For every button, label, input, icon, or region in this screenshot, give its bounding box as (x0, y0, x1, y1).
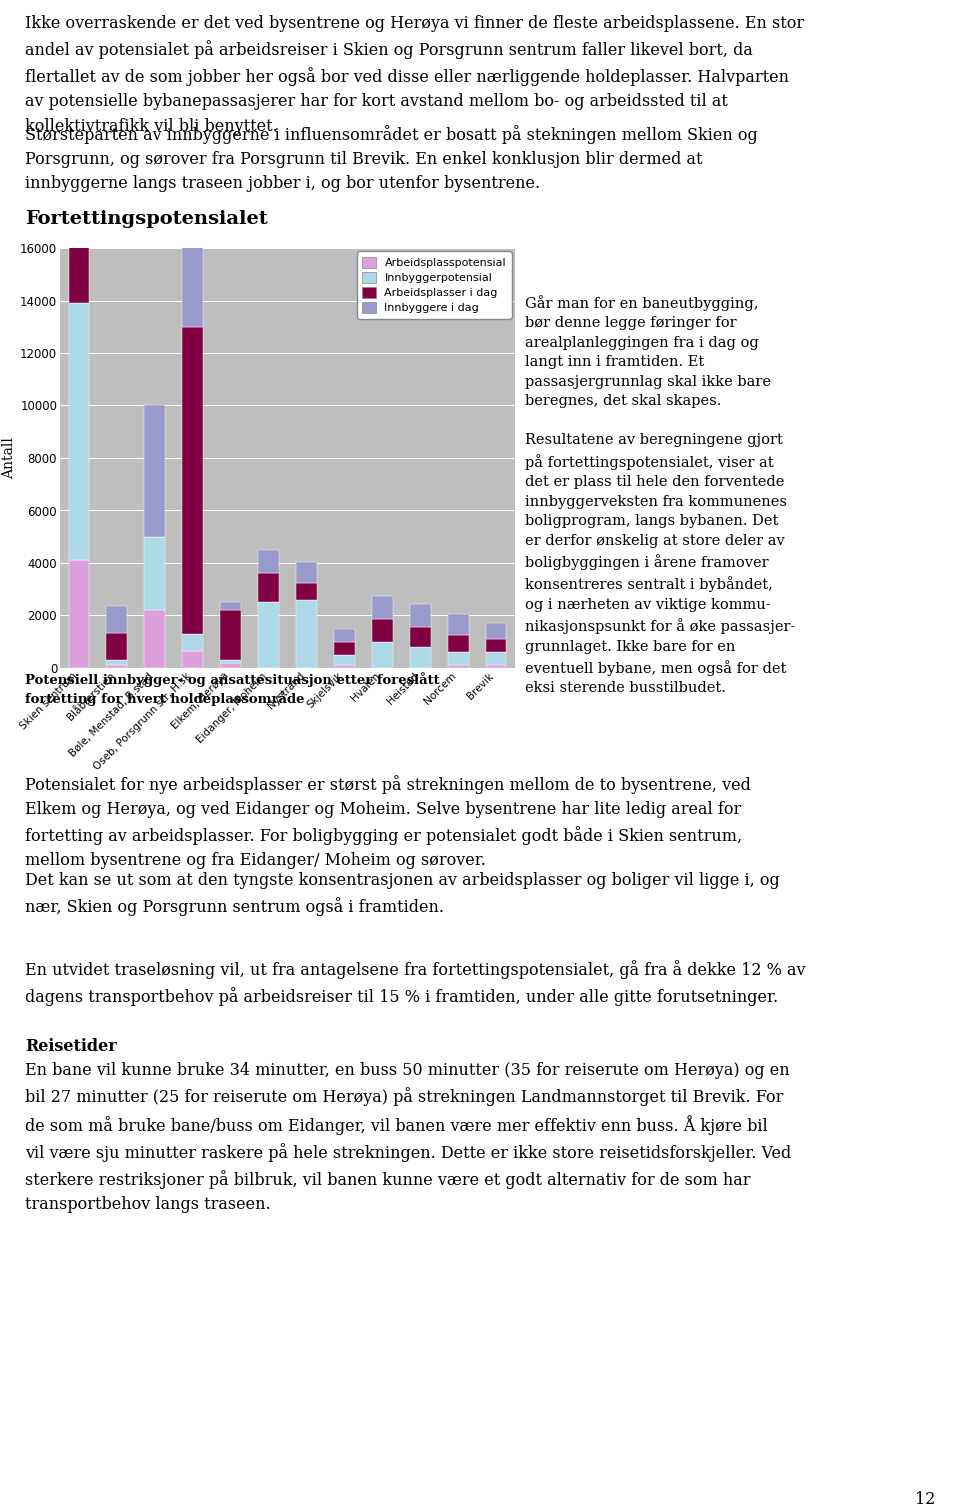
Bar (68, 561, 89, 668)
Bar (107, 660, 128, 665)
Bar (107, 665, 128, 668)
Bar (144, 610, 165, 668)
Legend: Arbeidsplasspotensial, Innbyggerpotensial, Arbeidsplasser i dag, Innbyggere i da: Arbeidsplasspotensial, Innbyggerpotensia… (357, 251, 512, 319)
Bar (220, 603, 241, 610)
Bar (372, 595, 393, 620)
Bar (486, 639, 507, 653)
Text: Størsteparten av innbyggerne i influensområdet er bosatt på stekningen mellom Sk: Størsteparten av innbyggerne i influenso… (25, 125, 757, 192)
Bar (144, 536, 165, 610)
Text: Reisetider: Reisetider (25, 1038, 117, 1055)
Bar (107, 633, 128, 660)
Bar (447, 635, 468, 653)
Bar (372, 642, 393, 668)
Bar (220, 660, 241, 663)
Text: Potensialet for nye arbeidsplasser er størst på strekningen mellom de to bysentr: Potensialet for nye arbeidsplasser er st… (25, 775, 751, 869)
Bar (182, 635, 204, 651)
Text: Det kan se ut som at den tyngste konsentrasjonen av arbeidsplasser og boliger vi: Det kan se ut som at den tyngste konsent… (25, 872, 780, 916)
Bar (410, 627, 431, 647)
Y-axis label: Antall: Antall (2, 437, 16, 479)
Bar (182, 190, 204, 326)
Bar (182, 326, 204, 635)
Text: Fortettingspotensialet: Fortettingspotensialet (25, 210, 268, 228)
Text: Ikke overraskende er det ved bysentrene og Herøya vi finner de fleste arbeidspla: Ikke overraskende er det ved bysentrene … (25, 15, 804, 134)
Bar (258, 550, 279, 574)
Bar (372, 620, 393, 642)
Text: Potensiell innbygger- og ansattesituasjon etter foreslått
fortetting for hvert h: Potensiell innbygger- og ansattesituasjo… (25, 672, 440, 707)
Bar (296, 583, 317, 600)
Bar (334, 654, 355, 665)
Bar (68, 304, 89, 561)
Bar (258, 603, 279, 668)
Bar (334, 665, 355, 668)
Bar (258, 574, 279, 603)
Text: Går man for en baneutbygging,
bør denne legge føringer for
arealplanleggingen fr: Går man for en baneutbygging, bør denne … (525, 295, 796, 695)
Bar (486, 624, 507, 639)
Bar (182, 651, 204, 668)
Bar (410, 647, 431, 668)
Bar (296, 600, 317, 668)
Bar (447, 653, 468, 665)
Bar (107, 606, 128, 633)
Text: En utvidet traseløsning vil, ut fra antagelsene fra fortettingspotensialet, gå f: En utvidet traseløsning vil, ut fra anta… (25, 959, 805, 1006)
Bar (486, 665, 507, 668)
Bar (68, 133, 89, 304)
Bar (447, 665, 468, 668)
Bar (447, 613, 468, 635)
Text: 12: 12 (915, 1490, 935, 1508)
Bar (220, 663, 241, 668)
Bar (68, 27, 89, 133)
Bar (220, 610, 241, 660)
Bar (410, 604, 431, 627)
Bar (486, 653, 507, 665)
Bar (144, 405, 165, 536)
Bar (334, 629, 355, 642)
Text: En bane vil kunne bruke 34 minutter, en buss 50 minutter (35 for reiserute om He: En bane vil kunne bruke 34 minutter, en … (25, 1062, 791, 1213)
Bar (296, 562, 317, 583)
Bar (334, 642, 355, 654)
